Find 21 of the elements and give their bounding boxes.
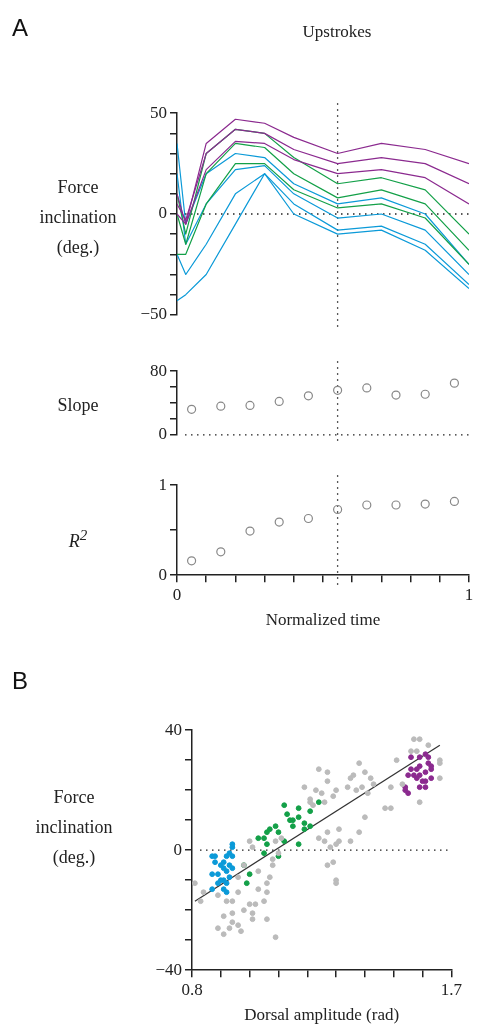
y-tick-label: −40 (155, 959, 182, 979)
y-tick-label: 50 (150, 102, 167, 122)
x-axis-title: Normalized time (265, 610, 381, 630)
text: B (12, 667, 29, 695)
x-axis-title: Dorsal amplitude (rad) (244, 1005, 400, 1025)
y-axis-title: Force inclination (deg.) (38, 176, 118, 259)
x-tick-label: 1.7 (440, 979, 463, 999)
chart-title: Upstrokes (301, 22, 373, 42)
y-tick-label: 0 (158, 564, 167, 584)
y-axis-title: R$^{2}$ (67, 526, 89, 553)
y-tick-label: 0 (158, 424, 167, 444)
y-tick-label: 0 (158, 203, 167, 223)
text: A (12, 14, 29, 42)
y-tick-label: 0 (173, 839, 182, 859)
y-tick-label: 80 (150, 360, 167, 380)
x-tick-label: 0.8 (181, 979, 203, 999)
y-tick-label: 40 (165, 719, 182, 739)
y-tick-label: 1 (158, 474, 167, 494)
y-axis-title: Slope (56, 394, 100, 417)
y-axis-title: Force inclination (deg.) (34, 786, 114, 869)
y-tick-label: −50 (140, 304, 167, 324)
